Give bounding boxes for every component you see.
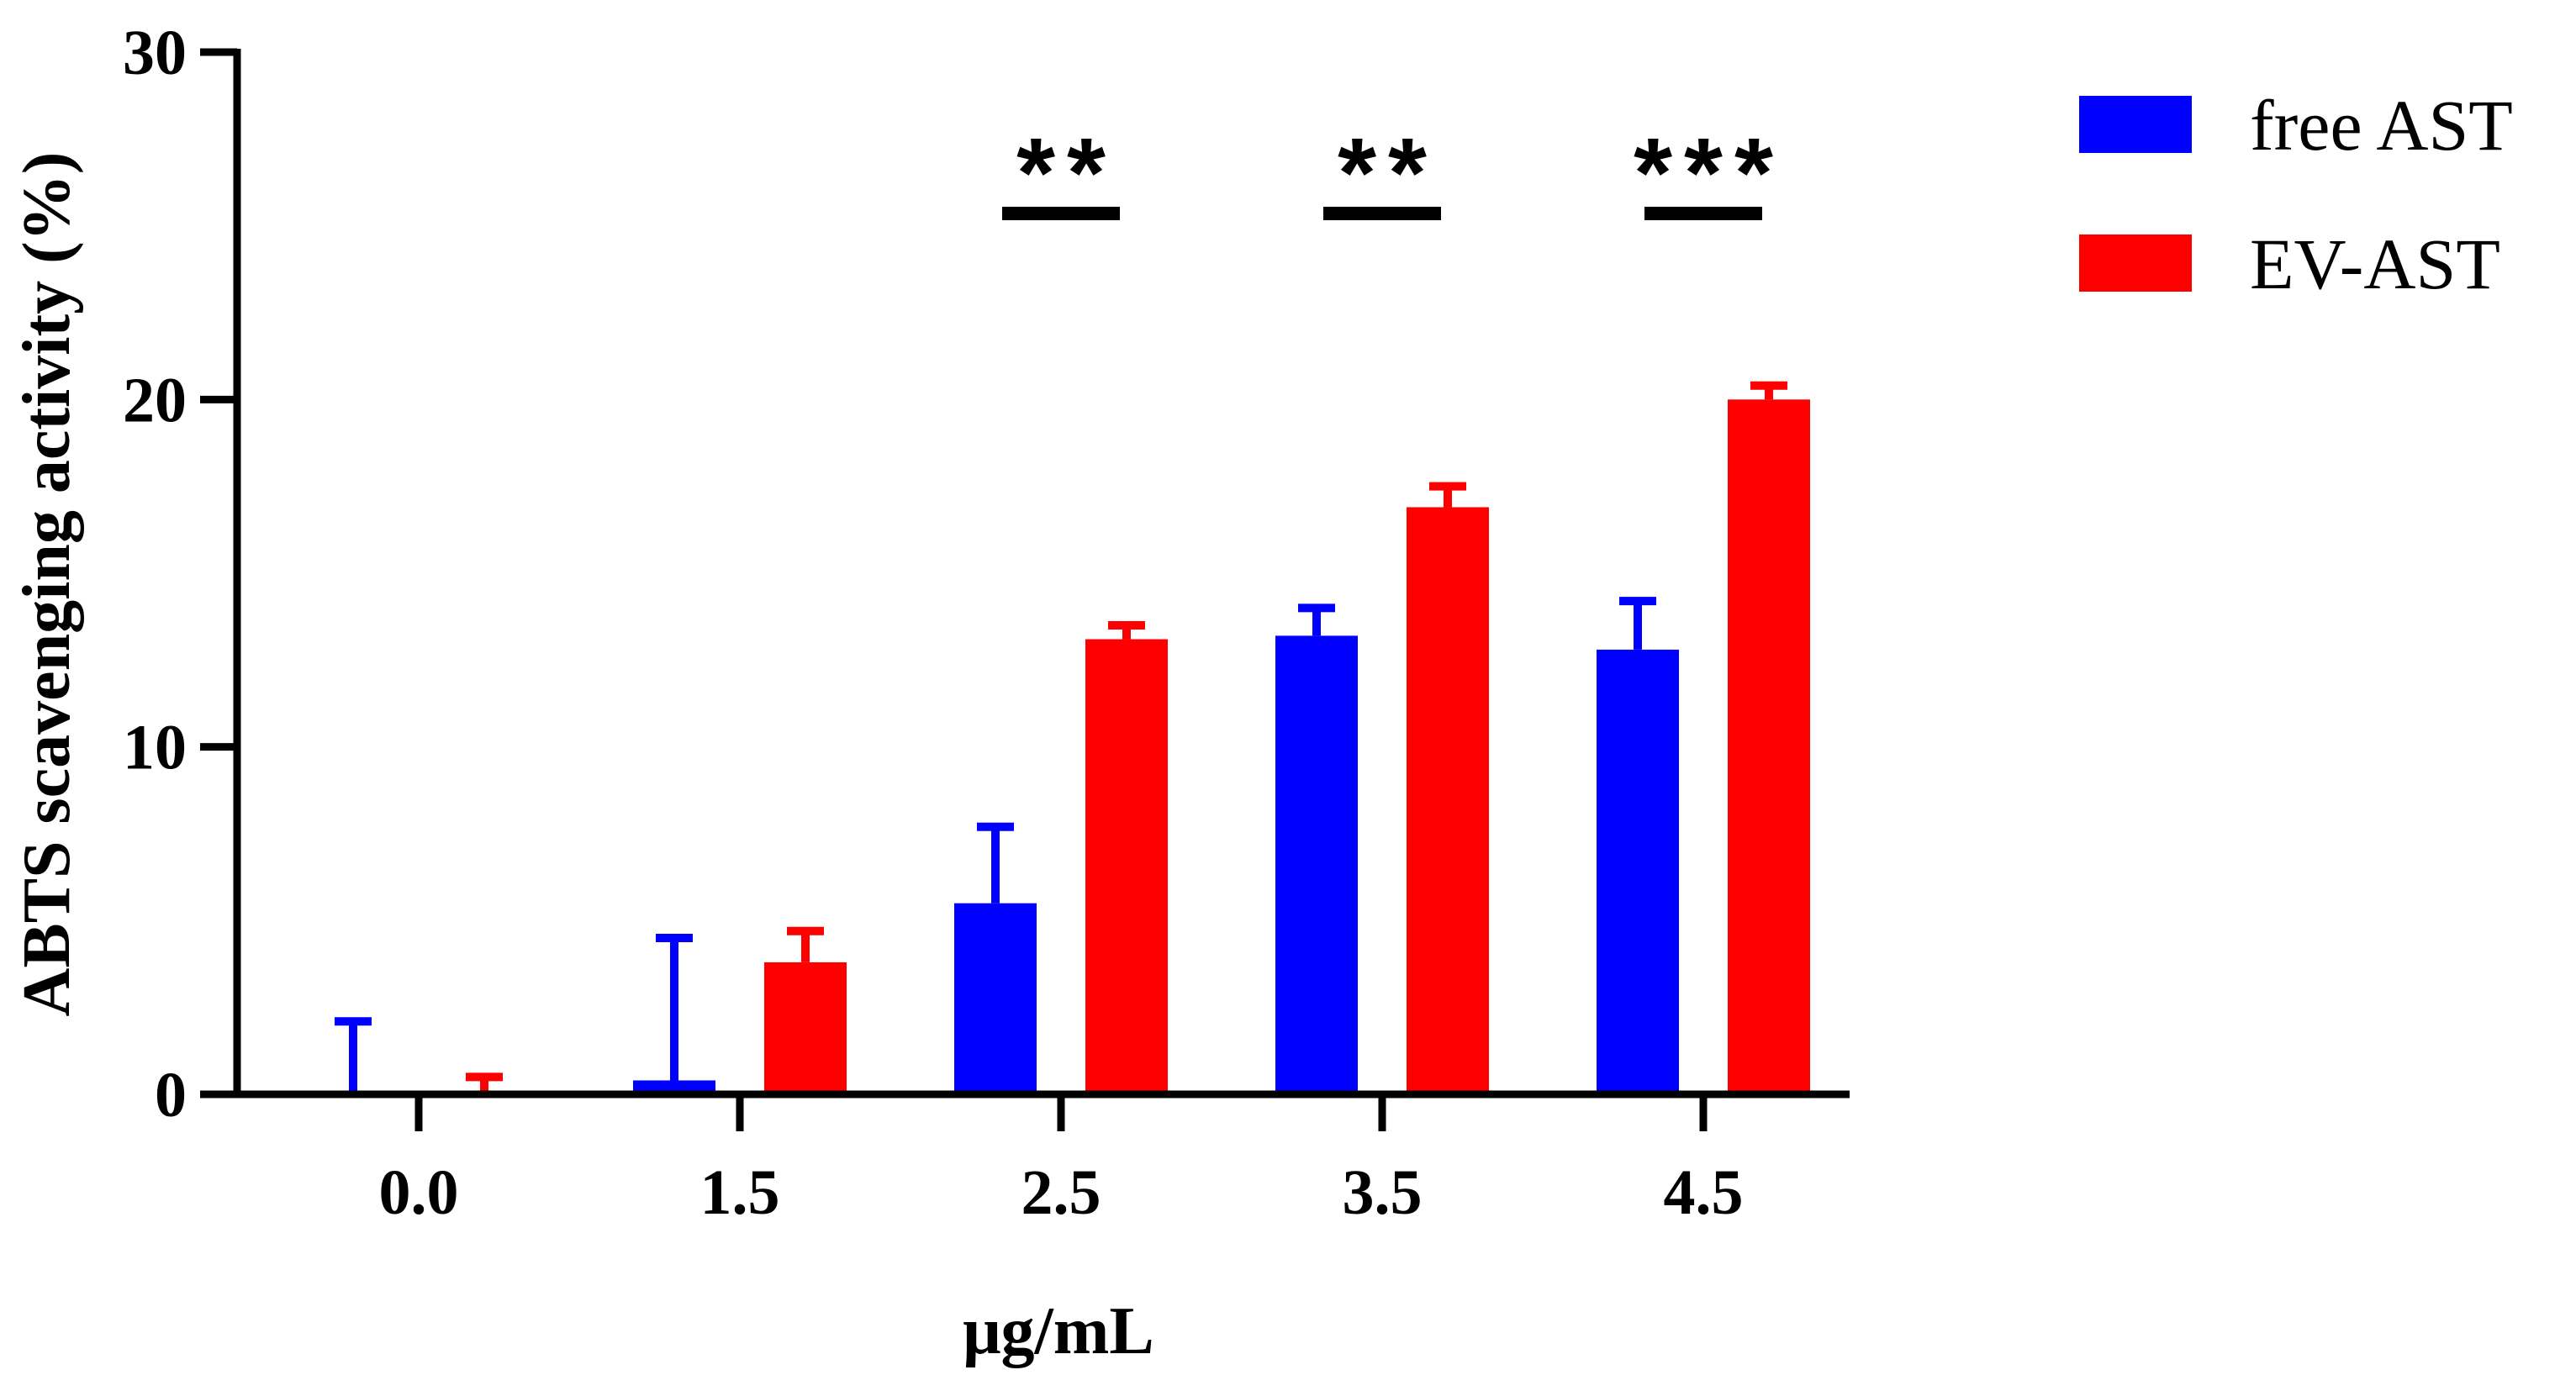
legend-swatch-free-ast: [2079, 96, 2192, 153]
y-tick-label-30: 30: [123, 18, 187, 88]
y-tick-label-20: 20: [123, 365, 187, 435]
legend-label-ev-ast: EV-AST: [2250, 224, 2500, 304]
x-tick-label-4_5: 4.5: [1664, 1157, 1744, 1228]
legend-swatch-ev-ast: [2079, 234, 2192, 292]
y-tick-label-0: 0: [155, 1060, 187, 1130]
significance-layer: ** ** ***: [1002, 118, 1785, 229]
bars-layer: [633, 399, 1810, 1094]
bar-ev-ast-4_5: [1728, 399, 1810, 1094]
x-tick-label-3_5: 3.5: [1343, 1157, 1423, 1228]
x-tick-label-0_0: 0.0: [379, 1157, 459, 1228]
y-tick-label-10: 10: [123, 713, 187, 783]
legend-label-free-ast: free AST: [2250, 85, 2513, 166]
legend: free AST EV-AST: [2079, 85, 2513, 304]
bar-ev-ast-1_5: [764, 962, 847, 1094]
bar-ev-ast-2_5: [1085, 639, 1168, 1094]
significance-label-3_5: **: [1338, 118, 1438, 229]
y-axis-title: ABTS scavenging activity (%): [10, 152, 84, 1017]
significance-label-4_5: ***: [1634, 118, 1785, 229]
bar-ev-ast-3_5: [1407, 507, 1489, 1094]
x-axis-title: μg/mL: [963, 1294, 1154, 1368]
significance-label-2_5: **: [1016, 118, 1117, 229]
error-bars-layer: [335, 381, 1787, 1094]
axes-layer: 0 10 20 30 0.0 1.5 2.5 3.5 4.5: [123, 18, 1850, 1228]
x-tick-label-2_5: 2.5: [1021, 1157, 1101, 1228]
x-tick-label-1_5: 1.5: [700, 1157, 780, 1228]
bar-free-ast-3_5: [1275, 635, 1358, 1094]
bar-free-ast-4_5: [1597, 649, 1679, 1094]
bar-free-ast-2_5: [954, 903, 1037, 1094]
